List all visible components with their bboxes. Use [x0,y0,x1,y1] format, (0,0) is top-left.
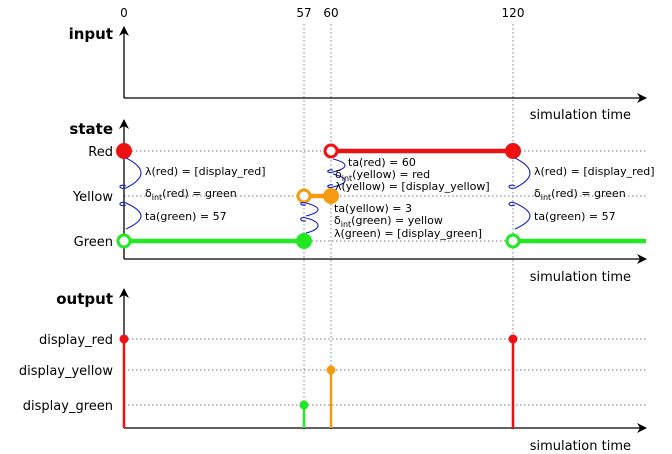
transition-curl-t120-up [508,201,531,230]
state-marker-green-start-t120 [505,233,521,249]
state-section-title: state [69,120,113,138]
state-marker-red-start-t60 [323,143,339,159]
annotation-t57-internal-sub: int [341,220,351,229]
annotation-t60-internal-sub: int [342,174,352,183]
output-row-label-display-red: display_red [39,333,113,348]
annotation-t0-internal-delta: δ [145,187,152,200]
annotation-t57-internal: δint(green) = yellow [334,214,443,229]
state-marker-red-end-t120 [505,143,521,159]
annotation-t120-timeadvance: ta(green) = 57 [534,210,616,223]
state-marker-yellow-end-t60 [323,188,339,204]
annotation-t60-output: λ(yellow) = [display_yellow] [335,180,490,193]
annotation-t120-internal-sub: int [541,193,551,202]
annotation-t60-internal-delta: δ [335,168,342,181]
input-section: input simulation time [69,25,647,123]
time-tick-0: 0 [120,6,128,20]
output-event-display-red-t0 [119,334,129,344]
annotation-t57-internal-delta: δ [334,214,341,227]
annotation-t60-internal: δint(yellow) = red [335,168,430,183]
input-axis-label: simulation time [530,108,631,123]
state-marker-green-end-t57 [296,233,312,249]
transition-curl-t57-a [300,217,319,234]
state-row-label-green: Green [74,235,113,250]
state-row-label-yellow: Yellow [72,190,113,205]
transition-curl-t60-b [327,173,346,188]
annotation-t120-internal: δint(red) = green [534,187,626,202]
state-row-label-red: Red [88,145,113,160]
state-marker-red-t0 [116,143,132,159]
annotation-t57-output: λ(green) = [display_green] [334,227,482,240]
state-marker-yellow-start-t57 [296,188,312,204]
output-row-label-display-green: display_green [23,399,113,414]
transition-curl-t120-down [508,157,531,189]
state-axis-label: simulation time [530,270,631,285]
transition-curl-t60-a [327,158,346,173]
annotation-t120-internal-rest: (red) = green [551,187,626,200]
transition-curl-t0-down [119,157,142,189]
annotation-t120: λ(red) = [display_red] δint(red) = green… [534,165,655,223]
transition-curl-t57-b [300,202,319,217]
annotation-t0-output: λ(red) = [display_red] [145,165,266,178]
output-event-display-yellow-t60 [326,365,336,375]
output-section-title: output [56,290,113,308]
annotation-t120-output: λ(red) = [display_red] [534,165,655,178]
annotation-t60-internal-rest: (yellow) = red [352,168,430,181]
annotation-t60: ta(red) = 60 δint(yellow) = red λ(yellow… [335,156,490,193]
annotation-t0: λ(red) = [display_red] δint(red) = green… [145,165,266,223]
output-row-label-display-yellow: display_yellow [19,364,114,379]
output-section: output simulation time display_red displ… [19,288,647,454]
output-axis-label: simulation time [530,439,631,454]
time-tick-labels: 0 57 60 120 [120,6,524,20]
annotation-t0-timeadvance: ta(green) = 57 [145,210,227,223]
annotation-t0-internal-sub: int [152,193,162,202]
time-tick-120: 120 [502,6,525,20]
output-event-display-red-t120 [508,334,518,344]
annotation-t57: ta(yellow) = 3 δint(green) = yellow λ(gr… [334,202,482,240]
annotation-t60-timeadvance: ta(red) = 60 [348,156,416,169]
annotation-t120-internal-delta: δ [534,187,541,200]
transition-curls [119,157,531,234]
annotation-t0-internal: δint(red) = green [145,187,237,202]
state-section: state simulation time Red Yellow Green [69,119,655,285]
state-marker-green-start-t0 [116,233,132,249]
output-event-display-green-t57 [299,400,309,410]
time-tick-60: 60 [323,6,338,20]
time-tick-57: 57 [296,6,311,20]
input-section-title: input [69,25,113,43]
annotation-t57-internal-rest: (green) = yellow [351,214,443,227]
annotation-t57-timeadvance: ta(yellow) = 3 [334,202,412,215]
annotation-t0-internal-rest: (red) = green [162,187,237,200]
transition-curl-t0-up [119,201,142,230]
